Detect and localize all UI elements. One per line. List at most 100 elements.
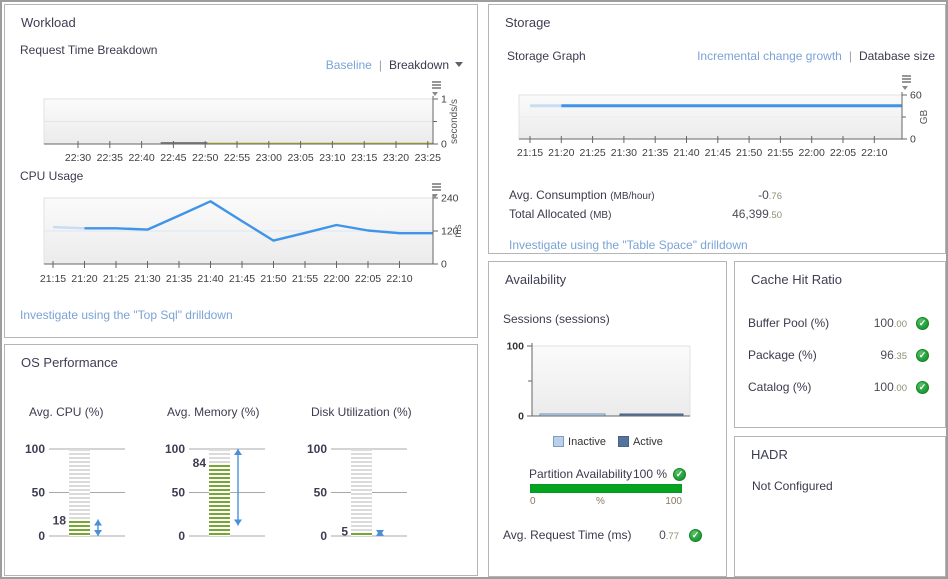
incremental-change-growth-link[interactable]: Incremental change growth (697, 49, 842, 63)
svg-text:21:40: 21:40 (197, 273, 223, 285)
chart-menu-icon[interactable] (426, 81, 441, 96)
storage-panel: Storage Storage Graph Incremental change… (488, 4, 946, 254)
svg-text:22:10: 22:10 (861, 147, 887, 159)
avg-memory-gauge-title: Avg. Memory (%) (167, 405, 260, 419)
svg-text:GB: GB (919, 109, 930, 124)
chart-menu-icon[interactable] (896, 75, 911, 90)
svg-text:100: 100 (165, 442, 185, 456)
hadr-title: HADR (751, 447, 788, 462)
svg-text:23:05: 23:05 (287, 152, 313, 164)
svg-text:100: 100 (25, 442, 45, 456)
svg-text:21:45: 21:45 (229, 273, 255, 285)
hadr-panel: HADR Not Configured (734, 436, 946, 577)
sessions-chart-title: Sessions (sessions) (503, 312, 610, 326)
svg-text:120: 120 (441, 226, 459, 238)
svg-text:21:25: 21:25 (579, 147, 605, 159)
status-ok-icon (916, 348, 929, 362)
cache-hit-ratio-panel: Cache Hit Ratio Buffer Pool (%) 100.00 P… (734, 261, 946, 428)
partition-availability-row: Partition Availability 100 % (529, 467, 686, 481)
status-ok-icon (916, 316, 929, 330)
status-ok-icon (673, 467, 686, 481)
breakdown-dropdown[interactable]: Breakdown (389, 58, 463, 72)
svg-text:23:25: 23:25 (415, 152, 441, 164)
svg-text:50: 50 (32, 486, 46, 500)
active-swatch (617, 436, 629, 447)
sessions-legend: Inactive Active (517, 436, 699, 448)
svg-text:50: 50 (172, 486, 186, 500)
workload-title: Workload (21, 15, 76, 30)
metric-value: 46,399.50 (732, 207, 782, 221)
legend-item-inactive: Inactive (553, 436, 606, 448)
table-space-drilldown-link[interactable]: Investigate using the "Table Space" dril… (509, 238, 748, 252)
storage-title: Storage (505, 15, 551, 30)
svg-text:21:30: 21:30 (611, 147, 637, 159)
disk-utilization-gauge-title: Disk Utilization (%) (311, 405, 412, 419)
svg-text:21:25: 21:25 (103, 273, 129, 285)
storage-metrics: Avg. Consumption (MB/hour) -0.76 Total A… (509, 188, 782, 226)
svg-text:21:15: 21:15 (517, 147, 543, 159)
cpu-usage-chart-title: CPU Usage (20, 169, 84, 183)
svg-text:21:35: 21:35 (642, 147, 668, 159)
database-size-toggle[interactable]: Database size (858, 49, 935, 63)
svg-text:50: 50 (314, 486, 328, 500)
buffer-pool-row: Buffer Pool (%) 100.00 (748, 316, 929, 330)
cpu-usage-chart[interactable]: 0 120 240 ms 21:15 21:20 21:25 21:30 21:35 21:40 2… (5, 191, 478, 296)
package-row: Package (%) 96.35 (748, 348, 929, 362)
top-sql-drilldown-link[interactable]: Investigate using the "Top Sql" drilldow… (20, 308, 233, 322)
metric-label: Avg. Consumption (MB/hour) (509, 188, 655, 202)
chart-menu-icon[interactable] (426, 183, 441, 198)
storage-chart-title: Storage Graph (507, 49, 586, 63)
sessions-chart[interactable]: 0 100 (489, 340, 727, 435)
svg-text:22:45: 22:45 (160, 152, 186, 164)
avg-memory-gauge: 0 50 100 84 (153, 437, 288, 549)
avg-consumption-row: Avg. Consumption (MB/hour) -0.76 (509, 188, 782, 207)
svg-text:21:50: 21:50 (736, 147, 762, 159)
svg-text:18: 18 (53, 513, 67, 527)
svg-text:23:15: 23:15 (351, 152, 377, 164)
svg-text:22:35: 22:35 (97, 152, 123, 164)
svg-text:21:35: 21:35 (166, 273, 192, 285)
cache-hit-ratio-title: Cache Hit Ratio (751, 272, 843, 287)
catalog-row: Catalog (%) 100.00 (748, 380, 929, 394)
svg-text:1: 1 (441, 94, 447, 106)
disk-utilization-gauge: 0 50 100 5 (295, 437, 430, 549)
legend-item-active: Active (617, 436, 663, 448)
svg-text:0: 0 (178, 529, 185, 543)
baseline-link[interactable]: Baseline (325, 58, 372, 72)
svg-text:21:40: 21:40 (673, 147, 699, 159)
separator: | (848, 49, 852, 63)
svg-text:0: 0 (910, 134, 916, 146)
metric-label: Total Allocated (MB) (509, 207, 612, 221)
svg-text:22:10: 22:10 (386, 273, 412, 285)
metric-value: -0.76 (758, 188, 782, 202)
svg-text:0: 0 (441, 139, 447, 151)
svg-text:0: 0 (320, 529, 327, 543)
total-allocated-row: Total Allocated (MB) 46,399.50 (509, 207, 782, 226)
os-performance-title: OS Performance (21, 355, 118, 370)
svg-text:22:30: 22:30 (65, 152, 91, 164)
svg-text:ms: ms (453, 224, 464, 237)
storage-chart[interactable]: 0 60 GB 21:15 21:20 21:25 21:30 21:35 21:40 21:45… (489, 89, 946, 174)
svg-text:22:55: 22:55 (224, 152, 250, 164)
svg-text:22:05: 22:05 (355, 273, 381, 285)
storage-view-switch: Incremental change growth | Database siz… (697, 49, 935, 63)
svg-text:0: 0 (518, 411, 524, 423)
avg-cpu-gauge: 0 50 100 18 (13, 437, 148, 549)
svg-text:60: 60 (910, 90, 922, 102)
svg-text:5: 5 (341, 525, 348, 539)
svg-text:21:55: 21:55 (767, 147, 793, 159)
svg-text:21:20: 21:20 (71, 273, 97, 285)
hadr-status: Not Configured (752, 479, 833, 493)
svg-text:240: 240 (441, 193, 459, 205)
separator: | (378, 58, 382, 72)
status-ok-icon (689, 528, 702, 542)
svg-text:22:00: 22:00 (323, 273, 349, 285)
svg-text:23:00: 23:00 (256, 152, 282, 164)
svg-text:0: 0 (38, 529, 45, 543)
svg-text:23:20: 23:20 (383, 152, 409, 164)
request-time-chart[interactable]: 0 1 seconds/s 22:30 22:35 22:40 22:45 22:50 22:5… (5, 93, 478, 178)
svg-text:22:40: 22:40 (128, 152, 154, 164)
workload-view-switch: Baseline | Breakdown (326, 58, 463, 72)
svg-text:0: 0 (441, 259, 447, 271)
